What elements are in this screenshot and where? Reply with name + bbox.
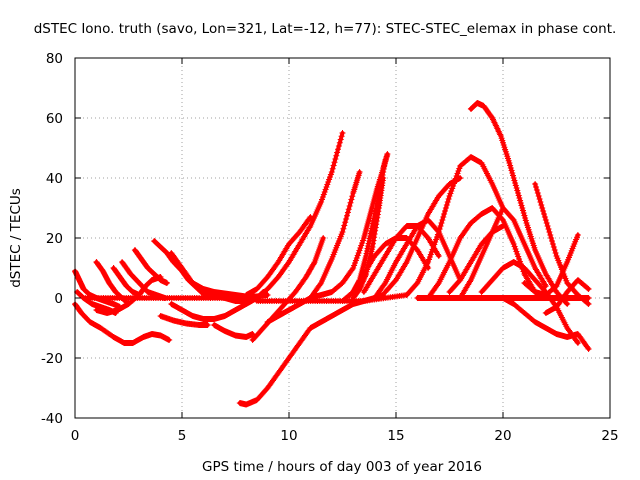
y-tick-label: 40 <box>46 171 63 187</box>
series-markers <box>457 205 549 301</box>
series-14 <box>211 322 256 340</box>
series-markers <box>93 274 164 316</box>
series-31 <box>446 223 506 295</box>
data-series <box>72 100 592 408</box>
axis-ticks: 0 5 10 15 20 25 -40 -20 0 20 40 60 80 <box>41 51 619 444</box>
series-markers <box>521 232 581 298</box>
series-markers <box>500 295 592 352</box>
series-markers <box>211 322 256 340</box>
x-tick-label: 15 <box>387 428 404 444</box>
series-37 <box>521 232 581 298</box>
series-markers <box>236 292 387 408</box>
series-33 <box>467 100 571 307</box>
series-trace <box>237 293 386 407</box>
series-28 <box>403 154 506 298</box>
chart-title: dSTEC Iono. truth (savo, Lon=321, Lat=-1… <box>34 21 617 37</box>
series-markers <box>446 223 506 295</box>
x-axis-label: GPS time / hours of day 003 of year 2016 <box>202 459 482 475</box>
series-markers <box>403 154 506 298</box>
series-16 <box>243 130 346 307</box>
series-15 <box>236 292 387 408</box>
series-markers <box>157 313 211 328</box>
series-32 <box>457 205 549 301</box>
y-tick-label: 20 <box>46 231 63 247</box>
y-axis-label: dSTEC / TECUs <box>8 188 24 288</box>
series-markers <box>243 130 346 307</box>
series-25 <box>360 223 442 295</box>
series-35 <box>500 295 592 352</box>
x-tick-label: 25 <box>601 428 618 444</box>
y-tick-label: -40 <box>41 411 63 427</box>
x-tick-label: 0 <box>71 428 80 444</box>
x-tick-label: 5 <box>178 428 187 444</box>
y-tick-label: 60 <box>46 111 63 127</box>
x-tick-label: 10 <box>280 428 297 444</box>
series-13 <box>157 313 211 328</box>
x-tick-label: 20 <box>494 428 511 444</box>
series-markers <box>243 214 314 298</box>
series-38 <box>542 277 592 316</box>
series-26 <box>371 217 464 301</box>
y-tick-label: 80 <box>46 51 63 67</box>
series-markers <box>467 100 571 307</box>
y-tick-label: -20 <box>41 351 63 367</box>
series-trace <box>244 131 345 306</box>
y-tick-label: 0 <box>54 291 63 307</box>
series-17 <box>243 214 314 298</box>
series-4 <box>110 265 143 298</box>
series-markers <box>110 265 143 298</box>
series-markers <box>542 277 592 316</box>
series-27 <box>382 175 464 295</box>
